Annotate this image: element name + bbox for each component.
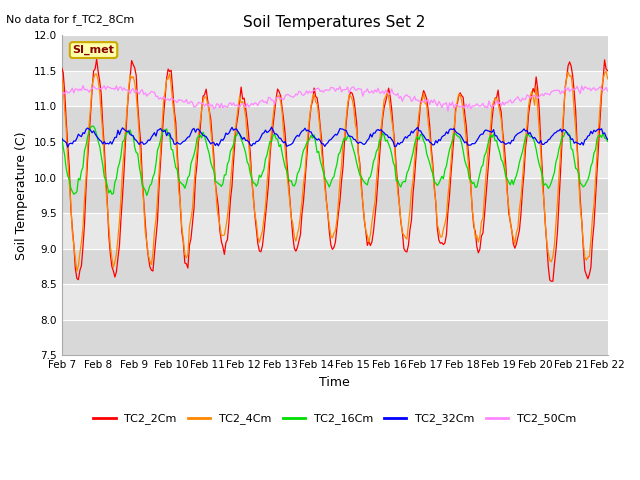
Bar: [61, 71, 607, 107]
Bar: [61, 284, 607, 320]
Bar: [61, 320, 607, 355]
Text: No data for f_TC2_8Cm: No data for f_TC2_8Cm: [6, 14, 134, 25]
Bar: [61, 249, 607, 284]
Bar: [61, 178, 607, 213]
Bar: [61, 36, 607, 71]
Legend: TC2_2Cm, TC2_4Cm, TC2_16Cm, TC2_32Cm, TC2_50Cm: TC2_2Cm, TC2_4Cm, TC2_16Cm, TC2_32Cm, TC…: [89, 409, 580, 429]
Title: Soil Temperatures Set 2: Soil Temperatures Set 2: [243, 15, 426, 30]
Text: SI_met: SI_met: [72, 45, 115, 55]
Bar: [61, 213, 607, 249]
Bar: [61, 142, 607, 178]
Bar: [61, 107, 607, 142]
X-axis label: Time: Time: [319, 376, 350, 389]
Y-axis label: Soil Temperature (C): Soil Temperature (C): [15, 131, 28, 260]
